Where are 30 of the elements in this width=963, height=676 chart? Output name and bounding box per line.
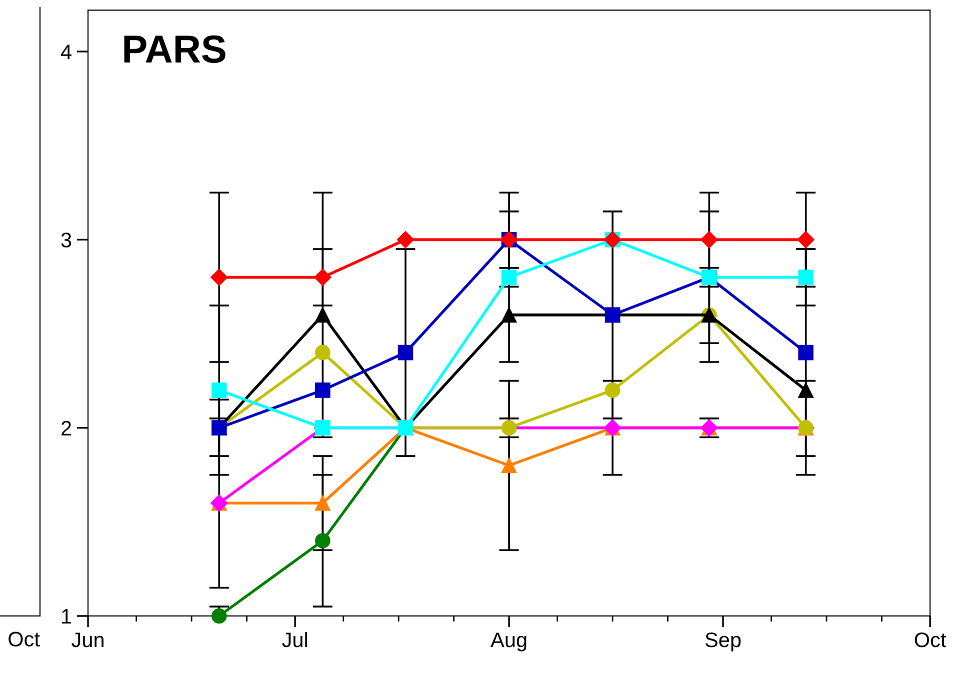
point	[501, 458, 517, 474]
point	[501, 270, 517, 285]
point	[315, 495, 330, 511]
point	[315, 533, 330, 548]
point	[396, 231, 414, 248]
y-tick-label: 4	[60, 44, 72, 60]
point	[798, 270, 814, 285]
x-tick-label: Jul	[282, 632, 307, 648]
y-tick-label: 2	[62, 420, 71, 436]
y-tick-label: 1	[62, 609, 72, 624]
point	[315, 344, 330, 360]
point	[798, 344, 814, 360]
point	[798, 382, 814, 398]
y-tick-label: 3	[61, 232, 72, 248]
point	[398, 344, 414, 360]
point	[700, 231, 718, 248]
text: PARS	[124, 35, 226, 63]
x-tick-label: Aug	[490, 632, 526, 652]
point	[797, 231, 814, 248]
point	[212, 382, 227, 398]
point	[210, 268, 228, 286]
x-tick-label: Jun	[72, 632, 104, 648]
x-tick-label: Sep	[705, 632, 741, 652]
point	[604, 382, 620, 398]
point	[314, 268, 332, 286]
x-tick-label: Oct	[914, 632, 946, 648]
point	[315, 307, 330, 323]
point	[212, 608, 227, 624]
point	[501, 307, 517, 323]
point	[315, 382, 330, 398]
